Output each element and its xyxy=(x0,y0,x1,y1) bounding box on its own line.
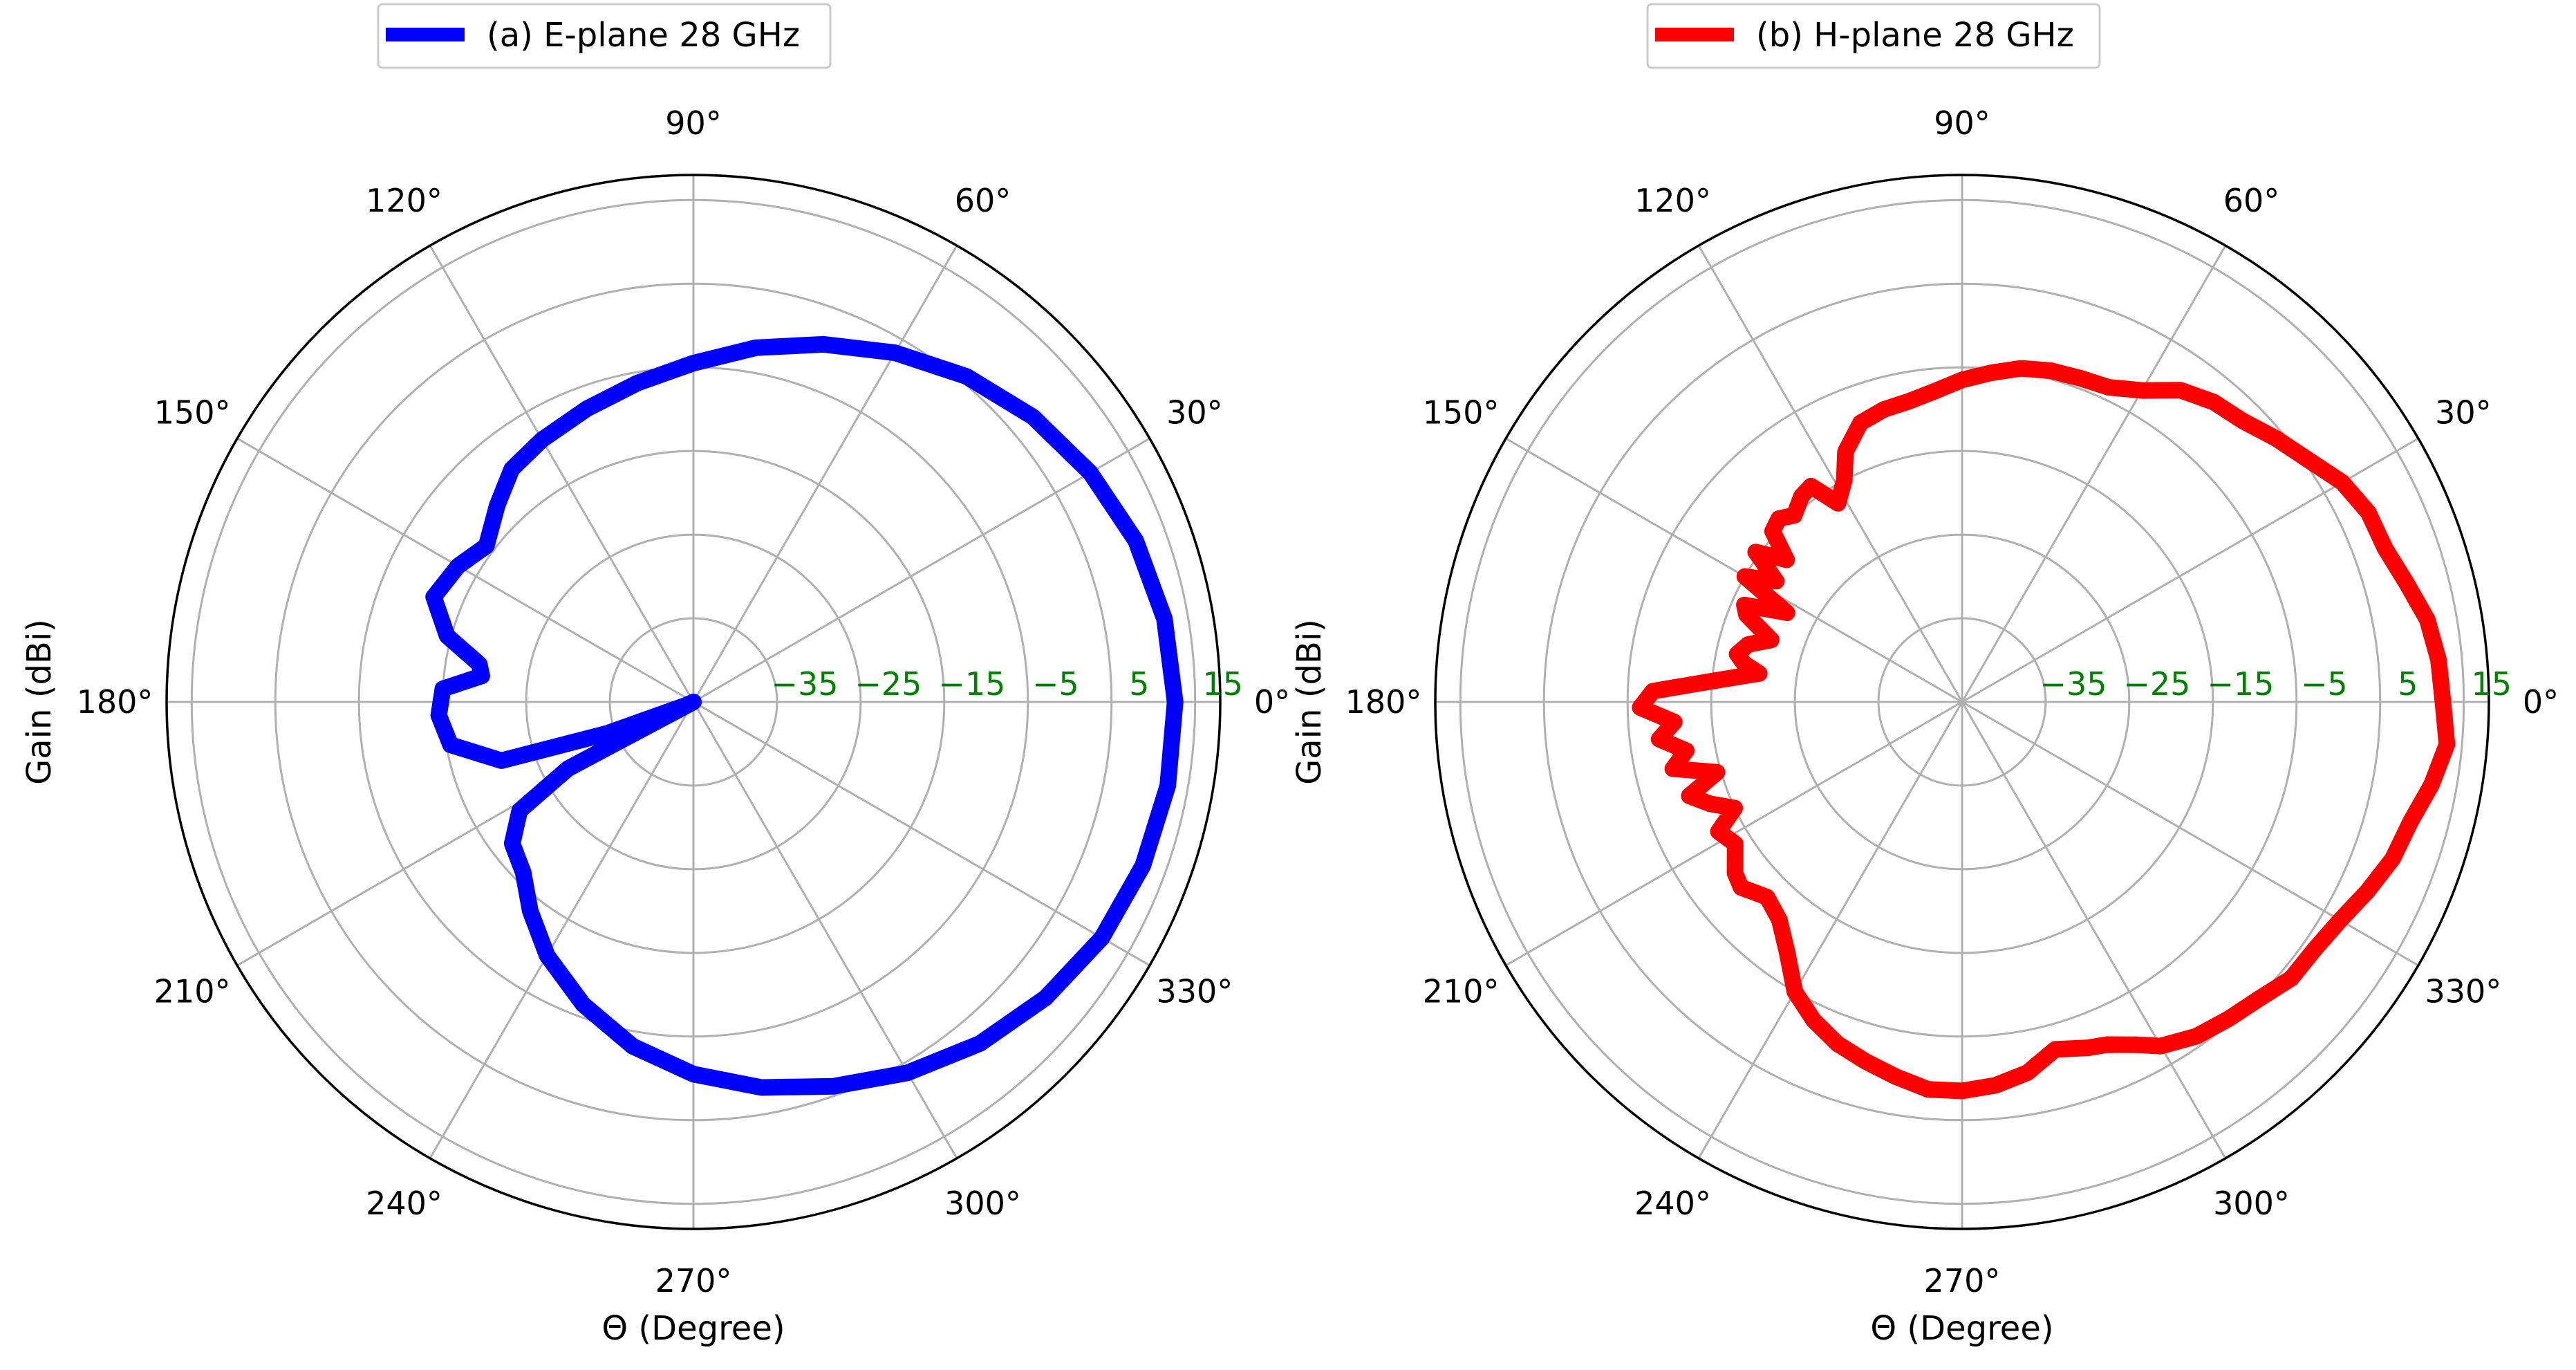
r-tick-label: −35 xyxy=(2040,665,2107,703)
legend-h-plane: (b) H-plane 28 GHz xyxy=(1646,3,2101,69)
series-line-h-plane xyxy=(1632,360,2456,1100)
r-tick-label: −25 xyxy=(855,665,922,703)
theta-tick-label: 330° xyxy=(2425,973,2501,1010)
theta-tick-label: 60° xyxy=(2223,182,2280,219)
theta-tick-label: 180° xyxy=(77,683,153,721)
y-axis-label-e-plane: Gain (dBi) xyxy=(20,619,59,785)
theta-tick-label: 60° xyxy=(955,182,1011,219)
theta-tick-label: 300° xyxy=(944,1185,1021,1222)
theta-tick-label: 270° xyxy=(655,1262,732,1299)
theta-grid-spoke xyxy=(429,701,695,1159)
theta-tick-label: 300° xyxy=(2213,1185,2290,1222)
theta-tick-label: 120° xyxy=(1634,182,1711,219)
r-tick-label: −15 xyxy=(2207,665,2274,703)
polar-frame xyxy=(165,174,1222,1230)
theta-tick-label: 0° xyxy=(2523,683,2559,721)
legend-label-h-plane: (b) H-plane 28 GHz xyxy=(1756,16,2074,55)
theta-tick-label: 240° xyxy=(366,1185,442,1222)
theta-grid-spoke xyxy=(429,245,695,703)
legend-e-plane: (a) E-plane 28 GHz xyxy=(377,3,832,69)
r-tick-label: 5 xyxy=(2398,665,2418,703)
r-tick-label: −5 xyxy=(2301,665,2348,703)
theta-tick-label: 180° xyxy=(1345,683,1422,721)
theta-tick-label: 210° xyxy=(1423,973,1500,1010)
series-line-e-plane xyxy=(425,335,1184,1096)
theta-tick-label: 0° xyxy=(1254,683,1290,721)
x-axis-label-e-plane: Θ (Degree) xyxy=(601,1309,785,1348)
theta-tick-label: 270° xyxy=(1924,1262,2001,1299)
theta-grid-spoke xyxy=(1961,701,2227,1159)
r-tick-label: 15 xyxy=(1202,665,1243,703)
theta-grid-spoke xyxy=(693,437,1150,703)
theta-grid-spoke xyxy=(1505,437,1963,703)
r-tick-label: 5 xyxy=(1129,665,1149,703)
theta-tick-label: 120° xyxy=(366,182,442,219)
polar-frame xyxy=(1434,174,2490,1230)
theta-tick-label: 90° xyxy=(665,104,722,142)
r-tick-label: 15 xyxy=(2471,665,2512,703)
theta-grid-spoke xyxy=(1961,245,2227,703)
r-tick-label: −35 xyxy=(771,665,838,703)
polar-chart-h-plane: (b) H-plane 28 GHz 0° 30° 60° 90° 120° 150° 18… xyxy=(1290,3,2559,1348)
theta-tick-label: 30° xyxy=(2435,394,2492,432)
theta-grid-spoke xyxy=(692,701,958,1159)
theta-grid-spoke xyxy=(1697,701,1963,1159)
x-axis-label-h-plane: Θ (Degree) xyxy=(1870,1309,2053,1348)
legend-label-e-plane: (a) E-plane 28 GHz xyxy=(487,16,800,55)
theta-grid-spoke xyxy=(1697,245,1963,703)
theta-tick-label: 30° xyxy=(1166,394,1223,432)
y-axis-label-h-plane: Gain (dBi) xyxy=(1290,619,1329,785)
r-tick-label: −25 xyxy=(2123,665,2190,703)
theta-tick-label: 330° xyxy=(1156,973,1233,1010)
theta-grid-spoke xyxy=(692,245,958,703)
polar-chart-e-plane: (a) E-plane 28 GHz 0° 30° 60° 90° 120° 150° 18… xyxy=(20,3,1290,1348)
theta-grid-spoke xyxy=(693,701,1150,967)
theta-tick-label: 150° xyxy=(1423,394,1500,432)
theta-tick-label: 90° xyxy=(1934,104,1990,142)
r-tick-label: −15 xyxy=(938,665,1005,703)
theta-tick-label: 150° xyxy=(154,394,231,432)
theta-tick-label: 240° xyxy=(1634,1185,1711,1222)
theta-tick-label: 210° xyxy=(154,973,231,1010)
r-tick-label: −5 xyxy=(1032,665,1079,703)
